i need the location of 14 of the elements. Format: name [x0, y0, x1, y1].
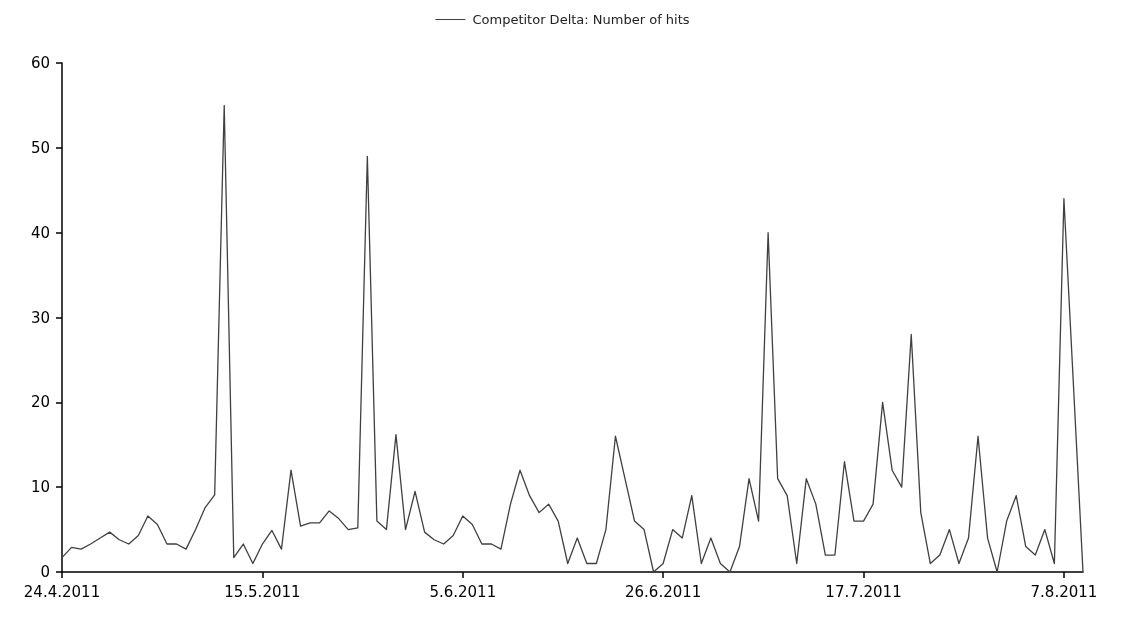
- y-tick-label: 40: [30, 223, 50, 242]
- x-tick-label: 5.6.2011: [429, 582, 497, 601]
- y-tick-label: 10: [30, 478, 50, 497]
- x-tick-label: 24.4.2011: [23, 582, 101, 601]
- y-tick-label: 60: [30, 54, 50, 72]
- y-tick-label: 30: [30, 308, 50, 327]
- y-tick-label: 0: [40, 563, 50, 581]
- x-tick-label: 17.7.2011: [825, 582, 902, 601]
- x-tick-label: 15.5.2011: [224, 582, 301, 601]
- y-tick-label: 50: [30, 138, 50, 157]
- x-tick-label: 26.6.2011: [624, 582, 702, 601]
- y-tick-label: 20: [30, 393, 50, 412]
- x-tick-label: 7.8.2011: [1030, 582, 1098, 601]
- legend-label: Competitor Delta: Number of hits: [472, 12, 690, 27]
